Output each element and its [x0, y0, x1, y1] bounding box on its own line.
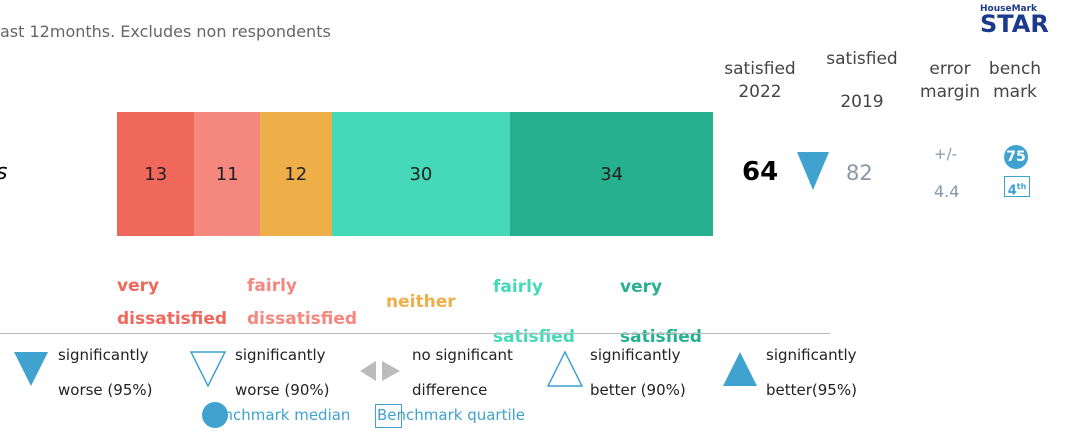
- subtitle: ast 12months. Excludes non respondents: [0, 22, 331, 41]
- key-label: significantly better(95%): [766, 346, 857, 399]
- error-margin: 4.4: [934, 182, 960, 201]
- previous-score: 82: [846, 161, 873, 185]
- median-icon: [202, 402, 228, 428]
- quartile-icon: [375, 404, 402, 428]
- bar-label: 30: [409, 163, 433, 185]
- key-label: significantly worse (90%): [235, 346, 330, 399]
- benchmark-median: 75: [1004, 145, 1028, 169]
- error-sign: +/-: [934, 145, 958, 163]
- quartile: 4: [1007, 183, 1017, 199]
- legend-label: very satisfied: [620, 277, 702, 347]
- bar-segment: 12: [260, 112, 332, 236]
- bar-label: 13: [144, 163, 168, 185]
- legend-label: neither: [386, 292, 456, 312]
- legend-label: fairly dissatisfied: [247, 276, 358, 329]
- icon: [546, 350, 584, 387]
- bar-segment: 30: [331, 112, 511, 236]
- key-label: significantly better (90%): [590, 346, 686, 399]
- header: bench mark: [988, 59, 1042, 102]
- header: error margin: [920, 59, 980, 102]
- logo-name: STAR: [980, 10, 1049, 38]
- logo: HouseMark STAR: [980, 4, 1049, 38]
- quartile-suffix: th: [1016, 182, 1027, 191]
- key-label: no significant difference: [412, 346, 513, 399]
- bench-key: Benchmark quartile: [377, 406, 526, 424]
- bar-label: 11: [215, 163, 239, 185]
- legend-label: fairly satisfied: [493, 277, 575, 347]
- header: satisfied 2019: [826, 49, 898, 112]
- bar-label: 12: [284, 163, 308, 185]
- benchmark-quartile: 4th: [1004, 176, 1030, 199]
- icon: [360, 361, 400, 381]
- bar-segment: 34: [510, 112, 713, 236]
- bar-segment: 13: [117, 112, 195, 236]
- divider: [0, 333, 830, 334]
- icon: [189, 351, 227, 388]
- bar-label: 34: [600, 163, 624, 185]
- legend-label: very dissatisfied: [117, 276, 228, 329]
- icon: [14, 352, 48, 386]
- bar-segment: 11: [194, 112, 261, 236]
- icon: [723, 352, 757, 386]
- key-label: significantly worse (95%): [58, 346, 153, 399]
- score: 64: [742, 157, 779, 187]
- logo-brand: HouseMark: [980, 4, 1038, 14]
- header: satisfied 2022: [724, 59, 796, 102]
- row-label: s: [0, 160, 7, 185]
- bench-key: Benchmark median: [204, 406, 351, 424]
- trend-icon: [797, 152, 829, 190]
